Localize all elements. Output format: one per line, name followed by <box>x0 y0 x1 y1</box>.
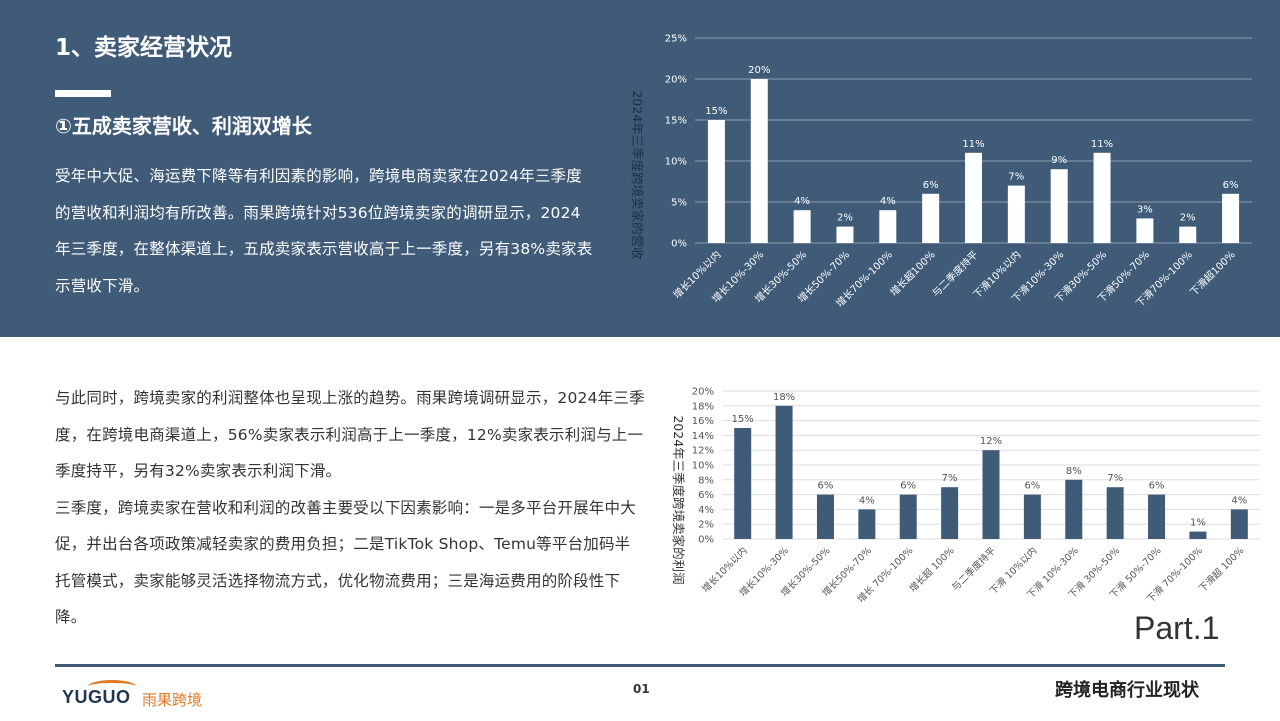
revenue-bar <box>1179 226 1197 243</box>
profit-bar <box>858 509 876 539</box>
profit-bar <box>1148 494 1166 539</box>
profit-data-label: 8% <box>1066 466 1082 477</box>
revenue-data-label: 2% <box>837 213 853 224</box>
profit-y-tick-label: 2% <box>698 520 714 531</box>
revenue-bar <box>1050 169 1068 243</box>
section-subtitle: ①五成卖家营收、利润双增长 <box>55 114 312 138</box>
revenue-data-label: 11% <box>1091 139 1113 150</box>
profit-data-label: 6% <box>1024 481 1040 492</box>
profit-y-tick-label: 0% <box>698 535 714 546</box>
profit-bar <box>1023 494 1041 539</box>
revenue-data-label: 4% <box>880 196 896 207</box>
revenue-bar <box>1136 218 1154 243</box>
profit-bar <box>1189 531 1207 539</box>
profit-y-tick-label: 10% <box>692 461 714 472</box>
profit-text-block: 与此同时，跨境卖家的利润整体也呈现上涨的趋势。雨果跨境调研显示，2024年三季度… <box>55 380 645 636</box>
revenue-data-label: 2% <box>1180 213 1196 224</box>
profit-y-tick-label: 18% <box>692 401 714 412</box>
top-banner <box>0 0 1280 337</box>
profit-bar <box>899 494 917 539</box>
revenue-y-tick-label: 20% <box>665 75 687 86</box>
profit-data-label: 6% <box>1149 481 1165 492</box>
profit-bar <box>982 450 1000 539</box>
profit-paragraph: 与此同时，跨境卖家的利润整体也呈现上涨的趋势。雨果跨境调研显示，2024年三季度… <box>55 389 645 480</box>
profit-bar <box>941 487 959 539</box>
revenue-bar <box>836 226 854 243</box>
logo-swoosh-icon <box>88 680 136 693</box>
revenue-data-label: 4% <box>794 196 810 207</box>
profit-data-label: 6% <box>900 481 916 492</box>
profit-bar <box>816 494 834 539</box>
revenue-y-axis-title: 2024年三季度跨境卖家的营收 <box>630 90 645 260</box>
profit-data-label: 4% <box>1231 495 1247 506</box>
profit-y-axis-title: 2024年三季度跨境卖家的利润 <box>671 415 686 584</box>
profit-y-tick-label: 20% <box>692 387 714 398</box>
revenue-data-label: 11% <box>962 139 984 150</box>
profit-y-tick-label: 4% <box>698 505 714 516</box>
revenue-bar <box>1093 152 1111 243</box>
revenue-bar <box>965 152 982 243</box>
yuguo-logo: YUGUO 雨果跨境 <box>62 680 232 714</box>
revenue-bar <box>707 120 725 243</box>
revenue-category-label: 下滑超100% <box>1187 248 1238 299</box>
title-underline-bar <box>55 90 111 97</box>
profit-data-label: 18% <box>773 392 795 403</box>
revenue-bar <box>1007 185 1025 243</box>
profit-y-tick-label: 12% <box>692 446 714 457</box>
profit-data-label: 15% <box>732 414 754 425</box>
revenue-data-label: 20% <box>748 65 770 76</box>
revenue-bar <box>750 79 768 243</box>
page-title: 1、卖家经营状况 <box>55 35 233 61</box>
revenue-y-tick-label: 0% <box>671 239 687 250</box>
profit-y-tick-label: 6% <box>698 490 714 501</box>
profit-bar <box>734 428 752 539</box>
revenue-data-label: 7% <box>1008 172 1024 183</box>
revenue-y-tick-label: 5% <box>671 198 687 209</box>
revenue-data-label: 6% <box>1223 180 1239 191</box>
revenue-bar <box>793 210 811 243</box>
part-label: Part.1 <box>1134 610 1220 646</box>
profit-bar <box>1065 479 1083 539</box>
revenue-data-label: 9% <box>1051 155 1067 166</box>
profit-y-tick-label: 14% <box>692 431 714 442</box>
footer-title: 跨境电商行业现状 <box>1055 680 1199 701</box>
profit-y-tick-label: 8% <box>698 475 714 486</box>
profit-data-label: 6% <box>818 481 834 492</box>
profit-bar <box>1230 509 1248 539</box>
profit-data-label: 12% <box>980 436 1002 447</box>
page-number: 01 <box>633 682 650 696</box>
revenue-bar <box>879 210 897 243</box>
profit-data-label: 4% <box>859 495 875 506</box>
profit-data-label: 7% <box>942 473 958 484</box>
profit-bar <box>775 405 793 539</box>
factors-paragraph: 三季度，跨境卖家在营收和利润的改善主要受以下因素影响：一是多平台开展年中大促，并… <box>55 498 636 627</box>
profit-data-label: 1% <box>1190 518 1206 529</box>
profit-bar <box>1106 487 1124 539</box>
logo-text-en: YUGUO <box>62 687 131 707</box>
revenue-y-tick-label: 25% <box>665 34 687 45</box>
revenue-bar <box>1222 193 1240 243</box>
revenue-data-label: 3% <box>1137 204 1153 215</box>
logo-text-cn: 雨果跨境 <box>142 691 203 709</box>
revenue-paragraph: 受年中大促、海运费下降等有利因素的影响，跨境电商卖家在2024年三季度的营收和利… <box>55 167 593 295</box>
profit-data-label: 7% <box>1107 473 1123 484</box>
revenue-bar <box>922 193 940 243</box>
revenue-data-label: 15% <box>705 106 727 117</box>
revenue-y-tick-label: 10% <box>665 157 687 168</box>
footer-divider <box>55 664 1225 667</box>
revenue-y-tick-label: 15% <box>665 116 687 127</box>
revenue-data-label: 6% <box>923 180 939 191</box>
profit-y-tick-label: 16% <box>692 416 714 427</box>
